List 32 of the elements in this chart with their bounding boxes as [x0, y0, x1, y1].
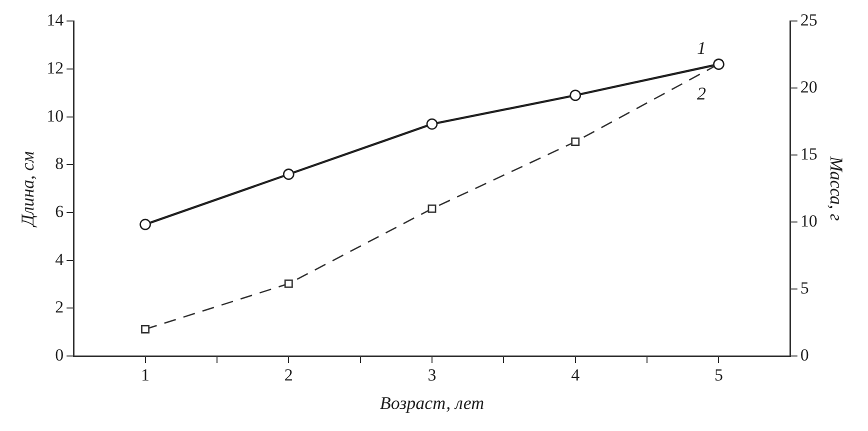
y2-tick-label: 10: [800, 212, 818, 231]
y2-tick-label: 15: [800, 144, 818, 164]
y-tick-label: 12: [46, 58, 64, 78]
point: [282, 168, 294, 180]
x-tick-label: 5: [714, 366, 723, 385]
y-axis-title: Длина, см: [18, 150, 38, 228]
series-label: 1: [697, 38, 706, 58]
y-tick-label: 2: [55, 298, 64, 317]
y2-tick-label: 20: [800, 78, 818, 97]
y-tick-label: 4: [55, 250, 64, 269]
y2-tick-label: 0: [800, 345, 809, 364]
y-tick-label: 8: [55, 154, 64, 174]
x-axis-title: Возраст, лет: [380, 392, 484, 413]
point: [570, 90, 582, 102]
y-tick-label: 6: [55, 202, 64, 221]
y-tick-label: 14: [46, 10, 64, 30]
y-tick-label: 0: [55, 345, 64, 364]
point: [571, 137, 580, 146]
point: [140, 218, 151, 230]
y2-tick-label: 25: [800, 10, 818, 30]
x-tick-label: 3: [428, 366, 436, 385]
y2-tick-label: 5: [800, 278, 809, 298]
x-tick-label: 2: [284, 366, 293, 385]
point: [284, 279, 293, 288]
x-tick-label: 4: [571, 366, 580, 385]
series-label: 2: [697, 83, 706, 104]
point: [141, 324, 150, 334]
y-tick-label: 10: [46, 106, 64, 126]
point: [428, 204, 436, 213]
y2-axis-title: Масса, г: [826, 155, 846, 221]
point: [426, 118, 438, 130]
x-tick-label: 1: [141, 366, 150, 385]
